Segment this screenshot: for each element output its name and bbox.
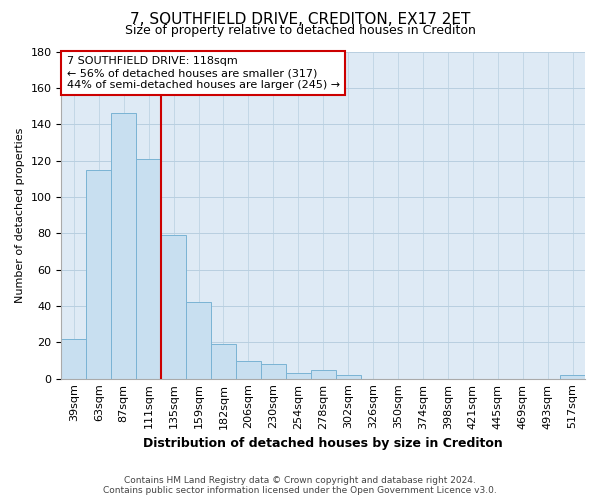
Bar <box>335 375 361 378</box>
Bar <box>161 235 186 378</box>
Y-axis label: Number of detached properties: Number of detached properties <box>15 128 25 303</box>
Bar <box>111 114 136 378</box>
Bar <box>211 344 236 378</box>
Bar <box>286 373 311 378</box>
Bar <box>311 370 335 378</box>
Bar <box>61 338 86 378</box>
Bar <box>560 375 585 378</box>
Bar <box>86 170 111 378</box>
Text: 7 SOUTHFIELD DRIVE: 118sqm
← 56% of detached houses are smaller (317)
44% of sem: 7 SOUTHFIELD DRIVE: 118sqm ← 56% of deta… <box>67 56 340 90</box>
Text: 7, SOUTHFIELD DRIVE, CREDITON, EX17 2ET: 7, SOUTHFIELD DRIVE, CREDITON, EX17 2ET <box>130 12 470 28</box>
Bar <box>236 360 261 378</box>
Text: Contains HM Land Registry data © Crown copyright and database right 2024.
Contai: Contains HM Land Registry data © Crown c… <box>103 476 497 495</box>
Text: Size of property relative to detached houses in Crediton: Size of property relative to detached ho… <box>125 24 475 37</box>
X-axis label: Distribution of detached houses by size in Crediton: Distribution of detached houses by size … <box>143 437 503 450</box>
Bar <box>261 364 286 378</box>
Bar <box>136 158 161 378</box>
Bar <box>186 302 211 378</box>
